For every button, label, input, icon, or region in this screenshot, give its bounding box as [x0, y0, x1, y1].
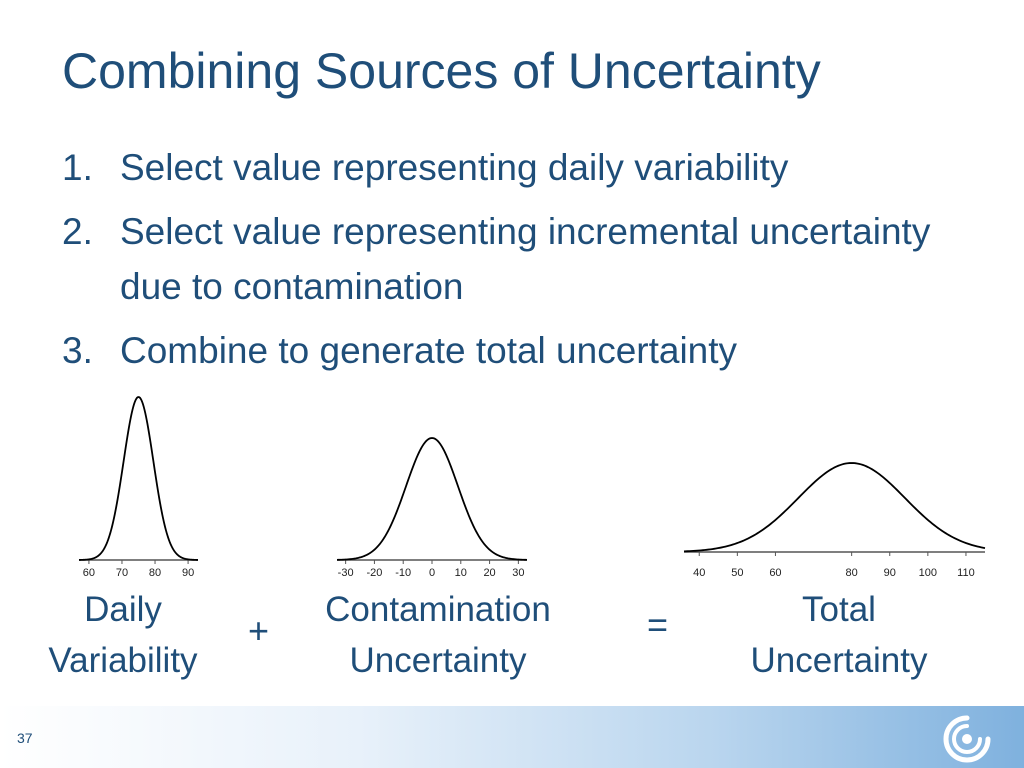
step-1: 1. Select value representing daily varia…: [62, 140, 962, 195]
total-uncertainty-label: Total Uncertainty: [734, 584, 944, 686]
contamination-label-line1: Contamination: [325, 590, 551, 629]
total-chart: 40 50 60 80 90 100 110: [683, 462, 986, 579]
contamination-tick-label: -30: [338, 567, 354, 579]
total-label-line1: Total: [802, 590, 876, 629]
total-tick-label: 90: [884, 567, 896, 579]
contamination-tick-label: 0: [429, 567, 435, 579]
total-tick-label: 100: [919, 567, 937, 579]
total-tick-label: 40: [693, 567, 705, 579]
step-3: 3. Combine to generate total uncertainty: [62, 323, 962, 378]
step-1-text: Select value representing daily variabil…: [120, 147, 789, 188]
contamination-uncertainty-label: Contamination Uncertainty: [303, 584, 573, 686]
contamination-chart: -30 -20 -10 0 10 20 30: [336, 437, 528, 579]
daily-variability-label: Daily Variability: [34, 584, 212, 686]
step-1-number: 1.: [62, 147, 93, 188]
daily-tick-label: 60: [83, 567, 95, 579]
daily-tick-label: 80: [149, 567, 161, 579]
daily-density-curve: [78, 396, 199, 561]
step-3-number: 3.: [62, 330, 93, 371]
steps-list: 1. Select value representing daily varia…: [62, 140, 962, 387]
slide-title: Combining Sources of Uncertainty: [62, 43, 821, 99]
swirl-logo-icon: [943, 715, 991, 763]
plus-operator: +: [248, 610, 270, 651]
daily-label-line1: Daily: [84, 590, 162, 629]
daily-tick-label: 90: [182, 567, 194, 579]
step-2: 2. Select value representing incremental…: [62, 204, 962, 314]
page-number: 37: [17, 730, 33, 746]
total-tick-label: 110: [957, 567, 975, 579]
daily-tick-label: 70: [116, 567, 128, 579]
total-label-line2: Uncertainty: [750, 641, 928, 680]
step-2-text: Select value representing incremental un…: [120, 211, 931, 307]
contamination-tick-label: -20: [366, 567, 382, 579]
contamination-tick-label: 30: [512, 567, 524, 579]
total-tick-label: 60: [769, 567, 781, 579]
daily-chart: 60 70 80 90: [78, 396, 199, 579]
daily-label-line2: Variability: [48, 641, 198, 680]
contamination-label-line2: Uncertainty: [349, 641, 527, 680]
contamination-tick-label: -10: [395, 567, 411, 579]
footer-bar: [0, 706, 1024, 768]
total-density-curve: [683, 462, 986, 553]
contamination-density-curve: [336, 437, 528, 561]
total-tick-label: 50: [731, 567, 743, 579]
contamination-tick-label: 20: [483, 567, 495, 579]
contamination-tick-label: 10: [455, 567, 467, 579]
step-2-number: 2.: [62, 211, 93, 252]
step-3-text: Combine to generate total uncertainty: [120, 330, 738, 371]
total-tick-label: 80: [846, 567, 858, 579]
equals-operator: =: [647, 604, 669, 645]
